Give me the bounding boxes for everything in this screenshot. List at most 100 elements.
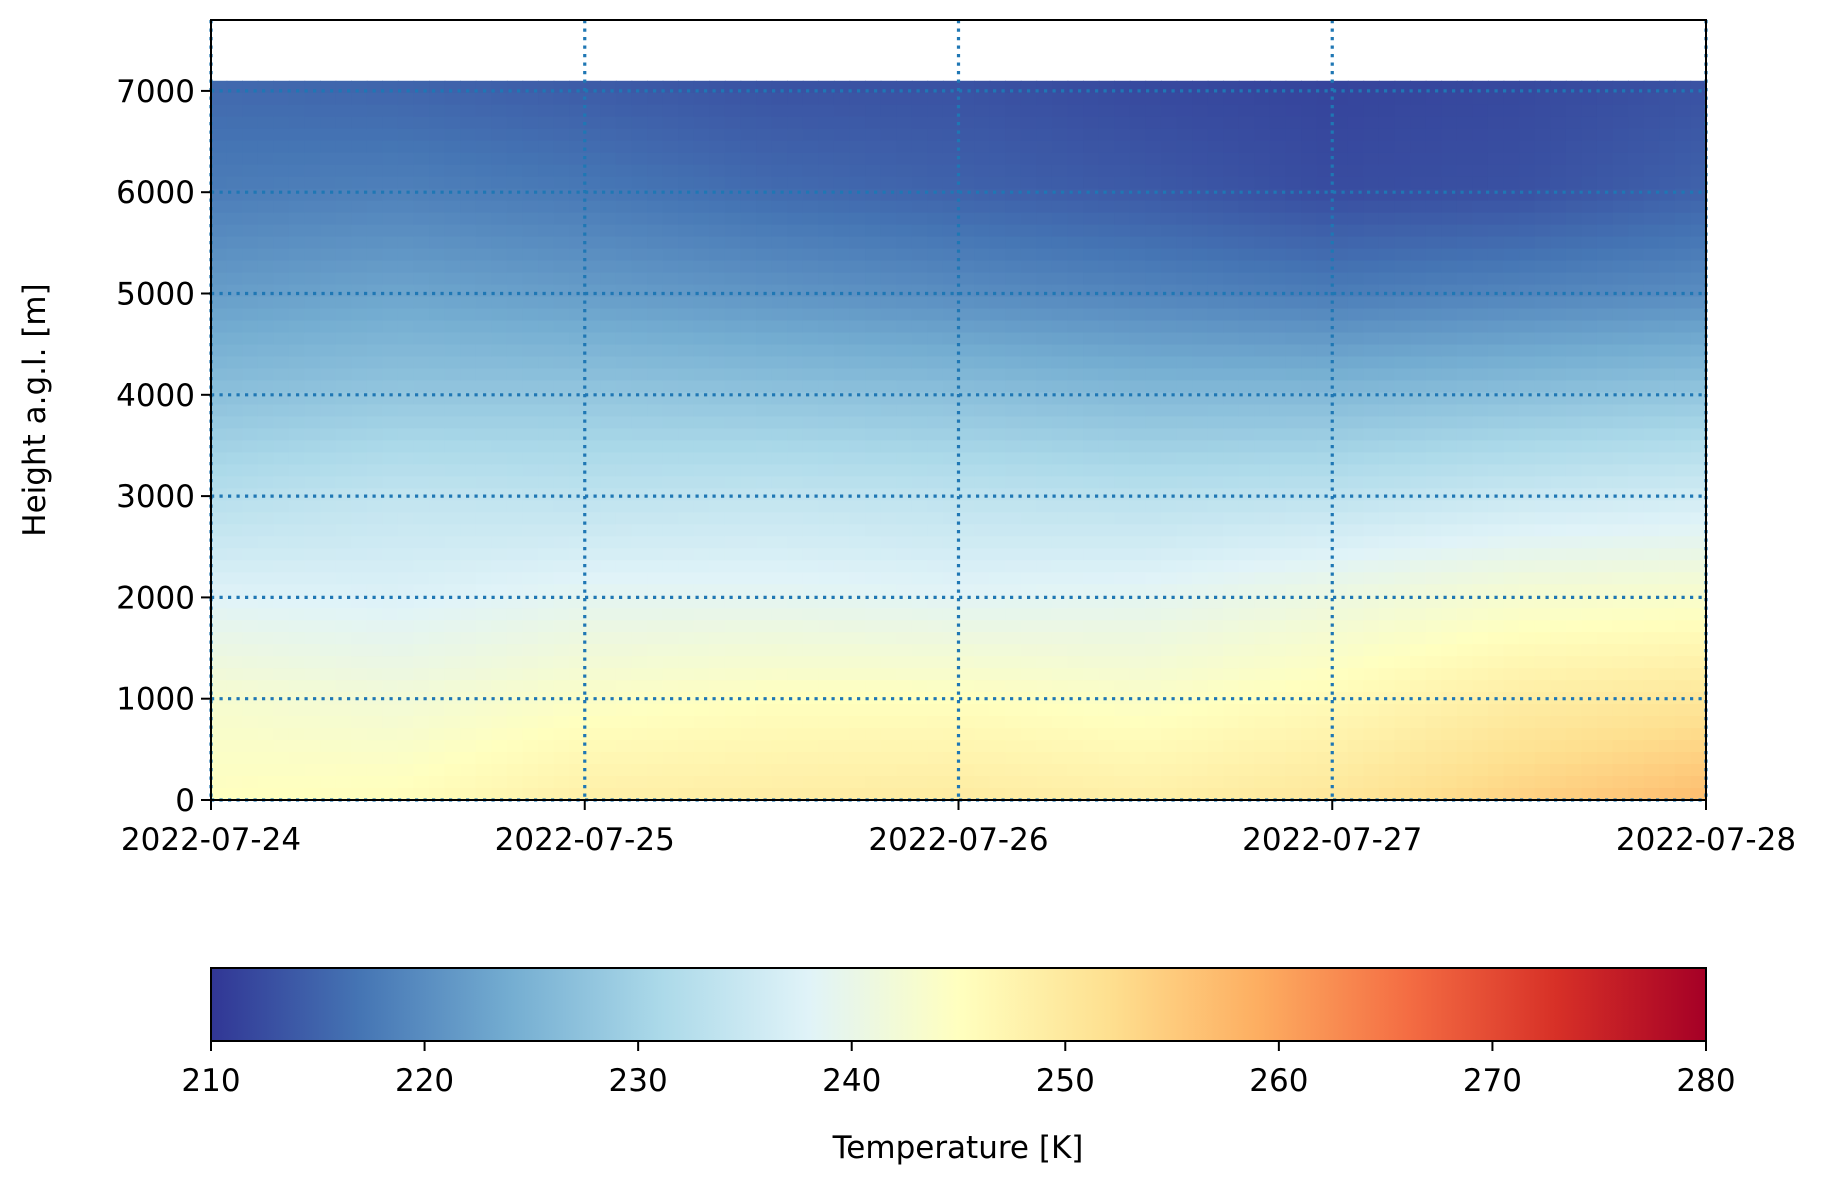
heatmap-cell (584, 740, 602, 753)
heatmap-cell (413, 632, 430, 645)
heatmap-cell (1347, 776, 1365, 789)
heatmap-cell (615, 92, 633, 106)
heatmap-cell (1020, 500, 1038, 514)
heatmap-cell (865, 224, 882, 238)
heatmap-cell (522, 464, 539, 478)
heatmap-cell (1456, 260, 1474, 274)
heatmap-cell (242, 248, 259, 262)
heatmap-cell (942, 128, 960, 142)
heatmap-cell (1269, 308, 1287, 322)
heatmap-cell (1363, 428, 1380, 442)
heatmap-cell (756, 548, 773, 562)
heatmap-cell (631, 488, 648, 502)
heatmap-cell (257, 536, 275, 550)
heatmap-cell (740, 668, 757, 681)
heatmap-cell (802, 692, 820, 705)
heatmap-cell (1083, 608, 1100, 621)
heatmap-cell (787, 332, 804, 346)
heatmap-cell (1378, 584, 1396, 598)
heatmap-cell (1332, 500, 1349, 514)
heatmap-cell (787, 188, 804, 202)
heatmap-cell (1238, 668, 1256, 681)
heatmap-cell (242, 620, 259, 633)
heatmap-cell (569, 632, 586, 645)
heatmap-cell (989, 164, 1007, 178)
heatmap-cell (1067, 536, 1084, 550)
heatmap-cell (1301, 464, 1318, 478)
heatmap-cell (693, 500, 711, 514)
heatmap-cell (724, 80, 742, 94)
heatmap-cell (802, 332, 820, 346)
heatmap-cell (1160, 728, 1178, 741)
heatmap-cell (693, 488, 711, 502)
heatmap-cell (787, 572, 804, 586)
heatmap-cell (429, 116, 446, 130)
heatmap-cell (615, 152, 633, 166)
heatmap-cell (584, 296, 602, 310)
heatmap-cell (1363, 596, 1380, 610)
heatmap-cell (1145, 200, 1162, 214)
heatmap-cell (1410, 788, 1427, 800)
heatmap-cell (413, 308, 430, 322)
heatmap-cell (1332, 272, 1349, 286)
heatmap-cell (475, 788, 493, 800)
heatmap-cell (693, 716, 711, 729)
heatmap-cell (1145, 260, 1162, 274)
heatmap-cell (351, 728, 368, 741)
heatmap-cell (1487, 596, 1505, 610)
heatmap-cell (1005, 212, 1022, 226)
heatmap-cell (1410, 152, 1427, 166)
heatmap-cell (693, 404, 711, 418)
heatmap-cell (304, 128, 321, 142)
heatmap-cell (771, 452, 788, 466)
heatmap-cell (366, 284, 384, 298)
heatmap-cell (787, 692, 804, 705)
heatmap-cell (911, 668, 929, 681)
heatmap-cell (615, 692, 633, 705)
heatmap-cell (756, 296, 773, 310)
heatmap-cell (1223, 128, 1240, 142)
heatmap-cell (1051, 500, 1069, 514)
heatmap-cell (1487, 620, 1505, 633)
heatmap-cell (1254, 788, 1271, 800)
heatmap-cell (678, 752, 695, 765)
heatmap-cell (1378, 152, 1396, 166)
heatmap-cell (958, 128, 975, 142)
heatmap-cell (1067, 548, 1084, 562)
heatmap-cell (1410, 656, 1427, 669)
heatmap-cell (662, 716, 679, 729)
heatmap-cell (989, 764, 1007, 777)
heatmap-cell (1347, 416, 1365, 430)
heatmap-cell (1160, 752, 1178, 765)
heatmap-cell (1332, 464, 1349, 478)
heatmap-cell (1487, 548, 1505, 562)
heatmap-cell (1487, 500, 1505, 514)
heatmap-cell (288, 572, 306, 586)
heatmap-cell (351, 380, 368, 394)
heatmap-cell (1425, 152, 1443, 166)
heatmap-cell (662, 476, 679, 490)
heatmap-cell (911, 332, 929, 346)
heatmap-cell (787, 452, 804, 466)
heatmap-cell (865, 368, 882, 382)
heatmap-cell (911, 80, 929, 94)
heatmap-cell (849, 548, 866, 562)
heatmap-cell (1269, 584, 1287, 598)
heatmap-cell (709, 608, 726, 621)
heatmap-cell (1347, 164, 1365, 178)
heatmap-cell (756, 236, 773, 250)
heatmap-cell (693, 668, 711, 681)
heatmap-cell (1067, 500, 1084, 514)
heatmap-cell (1301, 572, 1318, 586)
heatmap-cell (1425, 248, 1443, 262)
heatmap-cell (413, 548, 430, 562)
heatmap-cell (942, 248, 960, 262)
heatmap-cell (553, 92, 570, 106)
heatmap-cell (1083, 788, 1100, 800)
heatmap-cell (1067, 248, 1084, 262)
heatmap-cell (1067, 404, 1084, 418)
heatmap-cell (257, 188, 275, 202)
heatmap-cell (615, 548, 633, 562)
heatmap-cell (1301, 296, 1318, 310)
heatmap-cell (989, 608, 1007, 621)
